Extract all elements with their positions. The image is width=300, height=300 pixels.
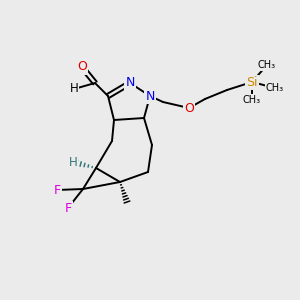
- Text: N: N: [125, 76, 135, 89]
- Text: O: O: [184, 101, 194, 115]
- Text: N: N: [145, 89, 155, 103]
- Text: CH₃: CH₃: [266, 83, 284, 93]
- Text: Si: Si: [246, 76, 258, 88]
- Text: CH₃: CH₃: [243, 95, 261, 105]
- Text: CH₃: CH₃: [258, 60, 276, 70]
- Text: F: F: [64, 202, 72, 214]
- Text: O: O: [77, 61, 87, 74]
- Text: H: H: [69, 155, 77, 169]
- Text: F: F: [53, 184, 61, 196]
- Text: H: H: [70, 82, 78, 95]
